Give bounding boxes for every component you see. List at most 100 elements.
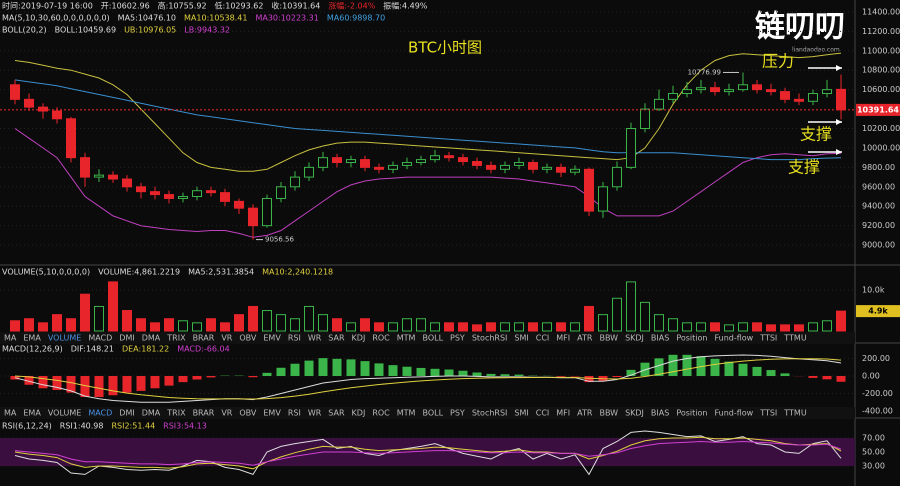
macd-bar [80, 375, 90, 398]
indicator-tab[interactable]: PSY [450, 334, 465, 343]
indicator-tab[interactable]: MACD [88, 334, 112, 343]
annotation: 压力 [762, 52, 794, 71]
volume-bar [640, 301, 650, 332]
indicator-tab[interactable]: ATR [577, 409, 593, 418]
indicator-tab[interactable]: SMI [514, 334, 528, 343]
indicator-tab[interactable]: DMA [142, 334, 161, 343]
indicator-tab[interactable]: OBV [239, 334, 257, 343]
indicator-tab[interactable]: VOLUME [48, 409, 82, 418]
indicator-tab[interactable]: MACD [88, 409, 112, 418]
indicator-tab[interactable]: DMI [119, 334, 134, 343]
indicator-tab[interactable]: RSI [288, 334, 301, 343]
indicator-tab[interactable]: MTM [397, 334, 416, 343]
indicator-tab[interactable]: TRIX [166, 409, 186, 418]
indicator-tab[interactable]: BRAR [193, 334, 215, 343]
volume-bar [808, 322, 818, 332]
volume-bar [332, 318, 342, 332]
indicator-tab[interactable]: MFI [556, 409, 570, 418]
indicator-tab[interactable]: KDJ [352, 409, 366, 418]
readout: DIF:148.21 [71, 345, 114, 354]
indicator-tab[interactable]: BIAS [651, 409, 669, 418]
indicator-tab[interactable]: MFI [556, 334, 570, 343]
indicator-tab[interactable]: BRAR [193, 409, 215, 418]
rsi-band [0, 438, 855, 467]
indicator-tab[interactable]: EMV [263, 409, 281, 418]
macd-bar [178, 375, 188, 383]
indicator-tab[interactable]: BIAS [651, 334, 669, 343]
indicator-tab[interactable]: StochRSI [472, 409, 508, 418]
indicator-tab[interactable]: MTM [397, 409, 416, 418]
indicator-tab[interactable]: MA [4, 334, 17, 343]
macd-bar [738, 363, 748, 376]
candle-body [52, 110, 62, 120]
macd-bar [766, 370, 776, 376]
indicator-tab[interactable]: DMI [119, 409, 134, 418]
candle-body [10, 84, 20, 100]
indicator-tab[interactable]: TRIX [166, 334, 186, 343]
indicator-tab[interactable]: TTMU [783, 334, 807, 343]
indicator-line [14, 440, 842, 466]
candle-body [626, 128, 636, 168]
indicator-tab[interactable]: SAR [328, 409, 345, 418]
indicator-tab[interactable]: CCI [536, 334, 550, 343]
indicator-tab[interactable]: Fund-flow [714, 334, 753, 343]
indicator-tab[interactable]: Position [676, 409, 707, 418]
indicator-tab[interactable]: TTSI [759, 334, 777, 343]
indicator-tab[interactable]: ROC [372, 334, 390, 343]
indicator-tab[interactable]: WR [308, 334, 322, 343]
volume-bar [822, 320, 832, 332]
indicator-tab[interactable]: KDJ [352, 334, 366, 343]
indicator-tab[interactable]: SMI [514, 409, 528, 418]
indicator-tab[interactable]: Fund-flow [714, 409, 753, 418]
indicator-tab[interactable]: Position [676, 334, 707, 343]
indicator-tab[interactable]: StochRSI [472, 334, 508, 343]
indicator-tab[interactable]: TTSI [759, 409, 777, 418]
readout: BOLL:10459.69 [55, 26, 116, 35]
indicator-tab[interactable]: EMA [23, 409, 41, 418]
indicator-tab[interactable]: OBV [239, 409, 257, 418]
indicator-tab[interactable]: ROC [372, 409, 390, 418]
volume-bar [122, 310, 132, 332]
indicator-tab[interactable]: SKDJ [625, 334, 644, 343]
indicator-tab[interactable]: BBW [599, 334, 618, 343]
indicator-tab[interactable]: CCI [536, 409, 550, 418]
indicator-tab[interactable]: SKDJ [625, 409, 644, 418]
y-tick-label: 9800.00 [862, 163, 895, 172]
candle-body [738, 84, 748, 91]
y-tick-label: 10800.00 [862, 66, 900, 75]
y-tick-label: -400.00 [862, 407, 893, 416]
y-tick-label: 50.00 [862, 448, 885, 457]
candle-body [150, 191, 160, 196]
indicator-tab[interactable]: VOLUME [48, 334, 82, 343]
macd-bar [276, 367, 286, 376]
last-price-label: 10391.64 [857, 105, 899, 114]
indicator-tab[interactable]: TTMU [783, 409, 807, 418]
candle-body [94, 174, 104, 178]
macd-bar [444, 369, 454, 376]
y-tick-label: 10000.00 [862, 143, 900, 152]
indicator-tab[interactable]: VR [221, 409, 232, 418]
volume-bar [752, 322, 762, 332]
indicator-tab[interactable]: RSI [288, 409, 301, 418]
indicator-tab[interactable]: ATR [577, 334, 593, 343]
indicator-tab[interactable]: DMA [142, 409, 161, 418]
indicator-tab[interactable]: PSY [450, 409, 465, 418]
indicator-tab[interactable]: WR [308, 409, 322, 418]
candle-body [290, 176, 300, 188]
candle-body [24, 98, 34, 108]
indicator-tab[interactable]: SAR [328, 334, 345, 343]
volume-bar [444, 322, 454, 332]
indicator-tab[interactable]: VR [221, 334, 232, 343]
macd-bar [668, 354, 678, 376]
readout: 开:10602.96 [101, 2, 150, 11]
indicator-tab[interactable]: BOLL [422, 334, 443, 343]
indicator-tab[interactable]: MA [4, 409, 17, 418]
indicator-tab[interactable]: EMA [23, 334, 41, 343]
volume-bar [668, 318, 678, 332]
indicator-tab[interactable]: EMV [263, 334, 281, 343]
candle-body [584, 168, 594, 212]
macd-bar [248, 375, 258, 378]
indicator-tab[interactable]: BOLL [422, 409, 443, 418]
indicator-tab[interactable]: BBW [599, 409, 618, 418]
candle-body [808, 93, 818, 102]
